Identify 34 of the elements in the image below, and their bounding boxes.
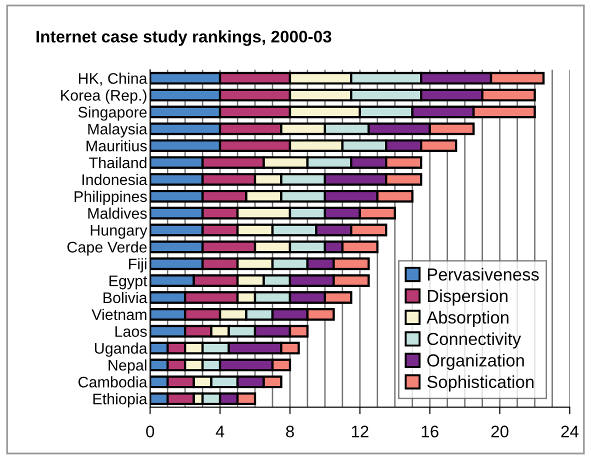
y-tick-label: Thailand: [89, 157, 146, 168]
x-tick-label: 4: [216, 426, 224, 438]
y-tick-label: Mauritius: [86, 140, 147, 152]
y-tick-label: HK, China: [78, 72, 148, 86]
y-tick-label: Indonesia: [82, 174, 148, 186]
y-tick-label: Vietnam: [92, 308, 146, 320]
y-tick-label: Uganda: [95, 342, 148, 357]
y-tick-label: Bolivia: [104, 292, 148, 304]
y-tick-label: Ethiopia: [93, 393, 148, 408]
x-tick-label: 0: [146, 426, 154, 438]
legend-label: Pervasiveness: [428, 268, 539, 281]
legend-label: Sophistication: [427, 375, 534, 392]
y-tick-label: Malaysia: [88, 123, 148, 138]
x-tick-label: 20: [491, 426, 508, 438]
x-tick-label: 8: [286, 426, 294, 438]
chart-title: Internet case study rankings, 2000-03: [36, 30, 332, 46]
y-tick-label: Nepal: [108, 359, 146, 374]
y-tick-label: Cape Verde: [67, 241, 147, 256]
legend-label: Connectivity: [427, 332, 522, 349]
y-tick-label: Singapore: [78, 106, 147, 121]
legend-label: Organization: [427, 354, 524, 370]
y-tick-label: Laos: [115, 326, 147, 337]
y-tick-label: Maldives: [88, 208, 147, 219]
y-tick-label: Fiji: [129, 258, 146, 272]
y-tick-label: Korea (Rep.): [61, 90, 146, 104]
x-tick-label: 16: [422, 426, 438, 438]
y-tick-label: Hungary: [90, 225, 148, 239]
y-tick-label: Philippines: [74, 190, 147, 205]
legend-label: Absorption: [426, 310, 508, 328]
y-tick-label: Cambodia: [78, 376, 148, 388]
y-tick-label: Egypt: [110, 276, 148, 290]
x-tick-label: 24: [561, 426, 579, 438]
legend-label: Dispersion: [428, 289, 508, 306]
x-tick-label: 12: [352, 426, 368, 438]
